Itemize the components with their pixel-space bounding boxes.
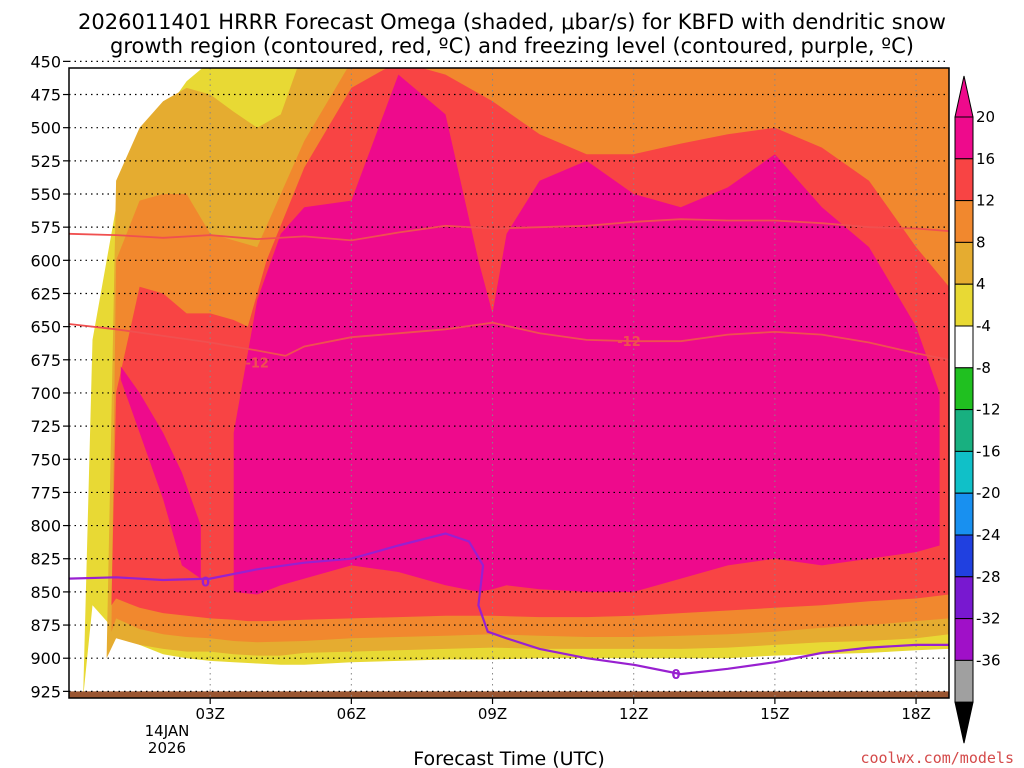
colorbar-label-3: 8 — [976, 233, 986, 251]
x-tick-label-03Z: 03Z — [195, 705, 224, 723]
chart-title-line1: 2026011401 HRRR Forecast Omega (shaded, … — [78, 10, 946, 34]
colorbar-swatch-13 — [954, 659, 974, 703]
colorbar-label-4: 4 — [976, 275, 986, 293]
colorbar-label-6: -8 — [976, 359, 991, 377]
credit-text: coolwx.com/models — [860, 749, 1014, 767]
y-tick-label-650: 650 — [30, 318, 61, 337]
colorbar-label-10: -24 — [976, 526, 1001, 544]
chart-title-line2: growth region (contoured, red, ºC) and f… — [110, 34, 914, 58]
y-tick-label-850: 850 — [30, 583, 61, 602]
plot-frame — [68, 67, 950, 699]
colorbar-label-12: -32 — [976, 610, 1001, 628]
y-tick-label-500: 500 — [30, 119, 61, 138]
y-tick-label-675: 675 — [30, 351, 61, 370]
colorbar-label-8: -16 — [976, 442, 1001, 460]
x-tick-label-09Z: 09Z — [478, 705, 507, 723]
y-tick-label-700: 700 — [30, 384, 61, 403]
colorbar-swatch-7 — [954, 409, 974, 452]
y-tick-label-550: 550 — [30, 185, 61, 204]
y-tick-label-800: 800 — [30, 517, 61, 536]
omega-region-20-4 — [233, 74, 940, 595]
omega-shading — [69, 68, 949, 698]
colorbar-swatch-12 — [954, 618, 974, 661]
plot-area: -12 -12 0 0 — [68, 60, 950, 699]
contour-lines: -12 -12 0 0 — [69, 218, 949, 683]
colorbar-swatch-11 — [954, 576, 974, 620]
colorbar-label-0: 20 — [976, 108, 995, 126]
contour-label-freezing-level-0: 0 — [201, 575, 210, 590]
y-tick-label-875: 875 — [30, 616, 61, 635]
colorbar-extend-bottom — [954, 701, 974, 744]
colorbar-swatch-4 — [954, 283, 974, 327]
colorbar-label-13: -36 — [976, 651, 1001, 669]
colorbar-swatch-9 — [954, 492, 974, 536]
y-tick-label-725: 725 — [30, 417, 61, 436]
y-tick-label-625: 625 — [30, 284, 61, 303]
colorbar-label-7: -12 — [976, 401, 1001, 419]
y-tick-label-825: 825 — [30, 550, 61, 569]
y-tick-label-475: 475 — [30, 86, 61, 105]
y-tick-label-900: 900 — [30, 649, 61, 668]
x-tick-label-12Z: 12Z — [619, 705, 648, 723]
contour-freezing-level — [69, 532, 949, 676]
y-tick-label-525: 525 — [30, 152, 61, 171]
y-tick-label-775: 775 — [30, 483, 61, 502]
x-axis-label: Forecast Time (UTC) — [413, 748, 604, 768]
x-axis: 03Z 06Z 09Z 12Z 15Z 18Z — [195, 698, 931, 723]
colorbar-swatch-0 — [954, 116, 974, 160]
contour-label-dendritic-lower-0: -12 — [245, 356, 269, 371]
y-tick-label-750: 750 — [30, 450, 61, 469]
colorbar-swatch-2 — [954, 200, 974, 243]
colorbar-label-1: 16 — [976, 150, 995, 168]
colorbar-label-2: 12 — [976, 192, 995, 210]
y-tick-label-575: 575 — [30, 218, 61, 237]
contour-label-dendritic-lower-1: -12 — [617, 335, 641, 350]
y-axis: 450 475 500 525 550 575 600 625 650 675 700 725 750 7… — [30, 52, 69, 701]
date-label-line1: 14JAN — [145, 722, 190, 740]
colorbar-swatch-5 — [954, 325, 974, 369]
x-tick-label-18Z: 18Z — [901, 705, 930, 723]
colorbar: 20 16 12 8 4 -4 -8 -12 -16 -20 -24 -28 -32 -36 — [954, 75, 1001, 744]
y-tick-label-600: 600 — [30, 251, 61, 270]
y-tick-label-925: 925 — [30, 682, 61, 701]
x-tick-label-06Z: 06Z — [337, 705, 366, 723]
terrain-strip — [69, 691, 949, 698]
contour-dendritic-upper — [69, 218, 949, 242]
colorbar-label-9: -20 — [976, 484, 1001, 502]
colorbar-label-11: -28 — [976, 568, 1001, 586]
colorbar-swatch-3 — [954, 241, 974, 285]
date-label-line2: 2026 — [148, 739, 186, 757]
colorbar-swatch-10 — [954, 534, 974, 578]
colorbar-label-5: -4 — [976, 317, 991, 335]
omega-region-20-5 — [120, 366, 201, 579]
x-tick-label-15Z: 15Z — [760, 705, 789, 723]
colorbar-swatch-6 — [954, 367, 974, 411]
colorbar-extend-top — [954, 75, 974, 118]
y-tick-label-450: 450 — [30, 52, 61, 71]
contour-label-freezing-level-1: 0 — [672, 668, 681, 683]
colorbar-swatch-1 — [954, 158, 974, 202]
colorbar-swatch-8 — [954, 450, 974, 494]
contour-dendritic-lower — [69, 321, 949, 361]
